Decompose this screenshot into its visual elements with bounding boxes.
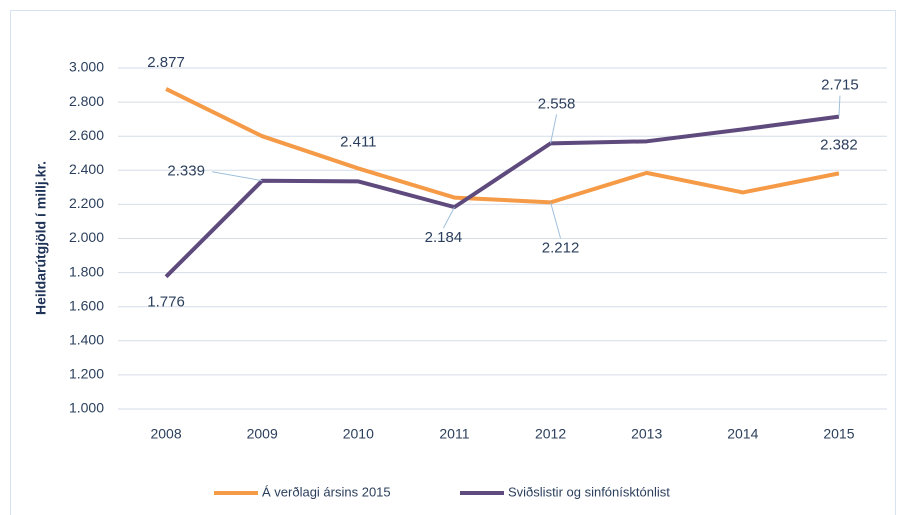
y-tick-label: 1.800 — [69, 263, 104, 279]
y-tick-label: 1.200 — [69, 366, 104, 382]
x-tick-label: 2015 — [823, 426, 854, 442]
y-tick-label: 2.000 — [69, 229, 104, 245]
data-label: 2.382 — [820, 136, 858, 153]
chart-frame — [10, 10, 896, 515]
leader-line — [550, 114, 558, 144]
data-label: 2.558 — [538, 95, 576, 112]
y-tick-label: 1.400 — [69, 332, 104, 348]
legend-label: Sviðslistir og sinfónísktónlist — [508, 484, 670, 499]
data-label: 2.877 — [147, 54, 185, 71]
x-tick-label: 2009 — [247, 426, 278, 442]
y-tick-label: 3.000 — [69, 59, 104, 75]
x-tick-label: 2012 — [535, 426, 566, 442]
x-tick-label: 2008 — [150, 426, 181, 442]
leader-line — [550, 202, 562, 239]
leader-line — [212, 171, 263, 182]
y-tick-label: 2.200 — [69, 195, 104, 211]
data-label: 2.411 — [340, 133, 376, 150]
y-tick-label: 2.800 — [69, 93, 104, 109]
legend-label: Á verðlagi ársins 2015 — [262, 484, 391, 499]
leader-line — [838, 95, 841, 117]
y-tick-label: 2.400 — [69, 161, 104, 177]
x-tick-label: 2010 — [343, 426, 374, 442]
x-tick-label: 2013 — [631, 426, 662, 442]
y-axis-label: Heildarútgjöld í millj.kr. — [33, 161, 49, 315]
leader-line — [442, 206, 455, 229]
data-label: 2.339 — [167, 163, 205, 180]
series-line — [165, 87, 840, 205]
data-label: 2.184 — [425, 229, 463, 246]
x-tick-label: 2011 — [439, 426, 469, 442]
series-line — [164, 114, 840, 279]
y-tick-label: 1.600 — [69, 297, 104, 313]
y-tick-label: 2.600 — [69, 127, 104, 143]
y-tick-label: 1.000 — [69, 400, 104, 416]
data-label: 2.715 — [821, 77, 859, 94]
x-tick-label: 2014 — [727, 426, 758, 442]
data-label: 2.212 — [542, 239, 580, 256]
data-label: 1.776 — [147, 294, 185, 311]
